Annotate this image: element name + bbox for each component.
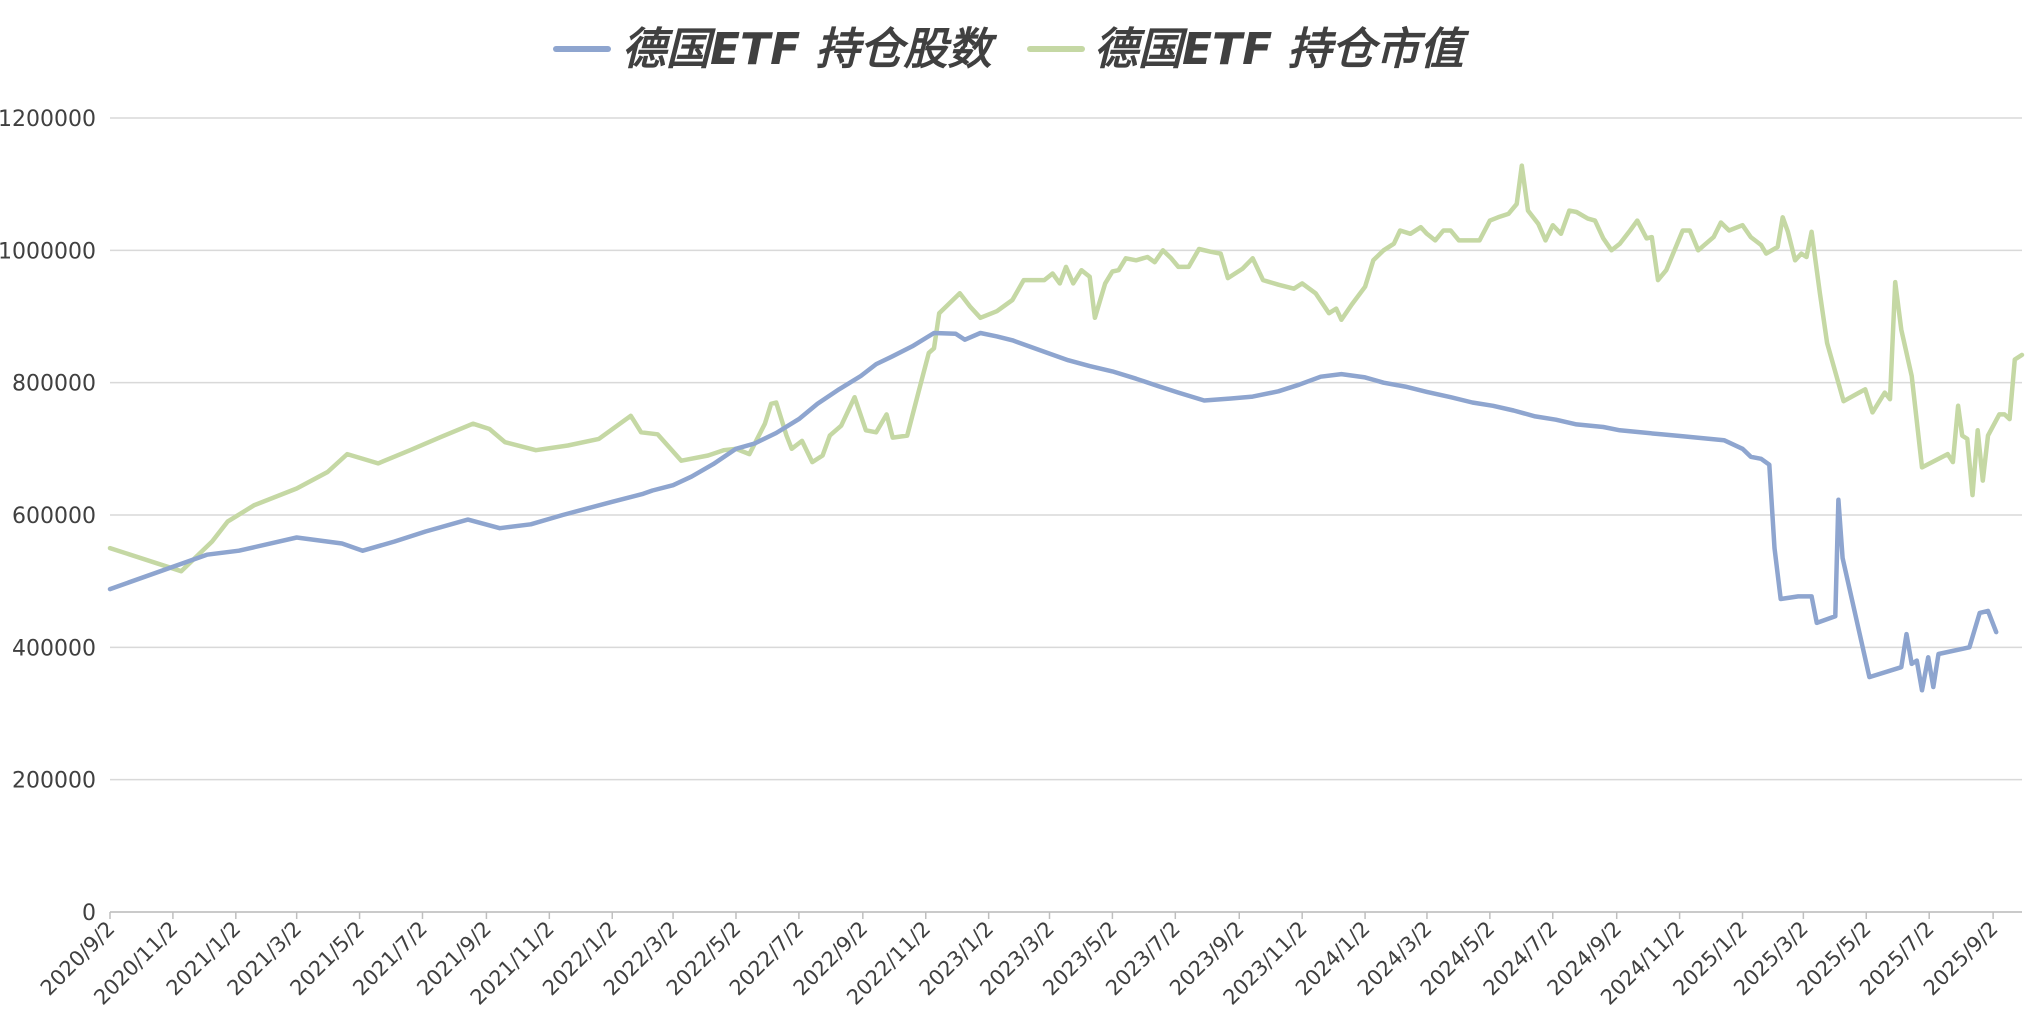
- y-tick-label: 800000: [12, 372, 96, 397]
- y-tick-label: 200000: [12, 769, 96, 794]
- legend-label-shares: 德国ETF 持仓股数: [622, 24, 997, 75]
- y-tick-label: 400000: [12, 636, 96, 661]
- y-tick-label: 1200000: [0, 107, 96, 132]
- legend-label-market-value: 德国ETF 持仓市值: [1094, 24, 1469, 75]
- gridlines: [110, 117, 2022, 913]
- y-axis: 0 200000 400000 600000 800000 1000000 1200000: [0, 107, 96, 926]
- legend-item-shares: 德国ETF 持仓股数: [553, 24, 997, 75]
- legend: 德国ETF 持仓股数 德国ETF 持仓市值: [553, 24, 1469, 75]
- x-axis: 2020/9/22020/11/22021/1/22021/3/22021/5/…: [36, 911, 2022, 1010]
- legend-item-market-value: 德国ETF 持仓市值: [1027, 24, 1469, 75]
- y-tick-label: 1000000: [0, 239, 96, 264]
- series-layer: [107, 163, 2025, 693]
- series-line-market-value: [107, 163, 2025, 574]
- y-tick-label: 0: [82, 901, 96, 926]
- y-tick-label: 600000: [12, 504, 96, 529]
- series-line-shares: [107, 330, 1999, 693]
